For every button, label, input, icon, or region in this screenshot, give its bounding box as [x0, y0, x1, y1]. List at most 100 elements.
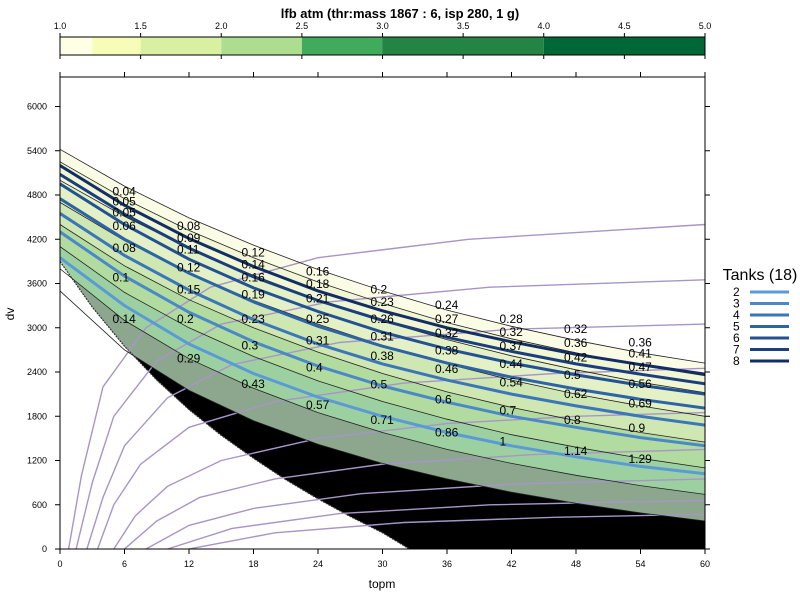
contour-value-label: 0.56 — [629, 377, 653, 391]
guide-curve — [124, 448, 705, 549]
colorkey-swatch — [543, 37, 705, 55]
contour-value-label: 0.47 — [629, 360, 653, 374]
y-tick-label: 4200 — [27, 234, 47, 244]
contour-value-label: 0.1 — [113, 271, 130, 285]
x-tick-label: 0 — [57, 559, 62, 569]
contour-band — [60, 268, 705, 521]
contour-value-label: 0.05 — [113, 195, 137, 209]
legend-title: Tanks (18) — [723, 267, 798, 284]
colorkey-tick-label: 5.0 — [699, 21, 712, 31]
y-tick-label: 6000 — [27, 102, 47, 112]
contour-value-label: 1 — [500, 434, 507, 448]
contour-value-label: 0.36 — [629, 336, 653, 350]
contour-value-label: 0.29 — [177, 352, 201, 366]
contour-value-label: 0.12 — [242, 246, 266, 260]
contour-value-label: 0.14 — [113, 312, 137, 326]
contour-band — [60, 202, 705, 443]
colorkey-swatch — [301, 37, 383, 55]
x-axis-label: topm — [369, 577, 396, 591]
series-line-7 — [60, 173, 705, 386]
contour-value-label: 0.36 — [564, 336, 588, 350]
contour-value-label: 0.41 — [629, 347, 653, 361]
guide-curve — [113, 411, 705, 549]
contour-value-label: 0.05 — [113, 206, 137, 220]
legend-entry-label: 3 — [733, 297, 740, 311]
colorkey-tick-label: 4.5 — [618, 21, 631, 31]
contour-value-label: 0.86 — [435, 425, 459, 439]
contour-value-label: 0.23 — [371, 295, 395, 309]
x-tick-label: 54 — [635, 559, 645, 569]
contour-value-label: 0.8 — [564, 413, 581, 427]
series-line-3 — [60, 230, 705, 448]
series-line-2 — [60, 256, 705, 476]
contour-value-label: 0.26 — [371, 312, 395, 326]
plot-area: 0.040.050.050.060.080.10.140.080.090.110… — [60, 77, 705, 549]
contour-value-label: 0.14 — [242, 257, 266, 271]
legend-entry-label: 6 — [733, 331, 740, 345]
contour-value-label: 0.15 — [177, 282, 201, 296]
x-tick-label: 30 — [377, 559, 387, 569]
contour-value-label: 0.9 — [629, 421, 646, 435]
contour-value-label: 1.29 — [629, 452, 653, 466]
colorkey-swatch — [221, 37, 302, 55]
colorkey-swatch — [92, 37, 141, 55]
x-axis: 0 6 12 18 24 30 36 42 48 54 60 — [57, 72, 710, 569]
colorkey-swatch — [140, 37, 222, 55]
y-tick-label: 0 — [42, 544, 47, 554]
contour-band — [60, 180, 705, 417]
contour-value-label: 0.08 — [177, 219, 201, 233]
contour-value-label: 0.09 — [177, 231, 201, 245]
contour-value-label: 1.14 — [564, 444, 588, 458]
contour-value-label: 0.69 — [629, 397, 653, 411]
x-tick-label: 24 — [313, 559, 323, 569]
contour-value-label: 0.44 — [500, 357, 524, 371]
contour-value-label: 0.11 — [177, 243, 200, 257]
colorkey-tick-label: 1.0 — [54, 21, 67, 31]
contour-value-label: 0.28 — [500, 312, 524, 326]
contour-value-label: 0.31 — [306, 333, 330, 347]
contour-value-label: 0.18 — [306, 277, 330, 291]
x-tick-label: 12 — [184, 559, 194, 569]
tank-series-lines — [60, 164, 705, 476]
contour-line — [60, 148, 705, 364]
contour-value-label: 0.16 — [306, 265, 330, 279]
guide-curve — [167, 499, 705, 549]
x-tick-label: 42 — [506, 559, 516, 569]
x-tick-label: 6 — [122, 559, 127, 569]
contour-line — [60, 290, 705, 522]
x-tick-label: 36 — [442, 559, 452, 569]
guide-curve — [188, 513, 705, 549]
contour-value-label: 0.62 — [564, 387, 588, 401]
x-tick-label: 60 — [700, 559, 710, 569]
y-tick-label: 600 — [32, 500, 47, 510]
contour-value-label: 0.38 — [371, 349, 395, 363]
contour-line — [60, 268, 705, 495]
contour-value-label: 0.31 — [371, 330, 395, 344]
contour-value-label: 0.3 — [242, 338, 259, 352]
contour-value-label: 0.08 — [113, 241, 137, 255]
colorkey-tick-label: 2.0 — [215, 21, 228, 31]
contour-value-label: 0.4 — [306, 361, 323, 375]
series-line-4 — [60, 212, 705, 427]
contour-value-label: 0.21 — [306, 291, 330, 305]
legend-entry-label: 7 — [733, 343, 740, 357]
contour-value-label: 0.24 — [435, 298, 459, 312]
series-line-5 — [60, 197, 705, 410]
contour-value-label: 0.23 — [242, 312, 266, 326]
colorkey-tick-label: 4.0 — [537, 21, 550, 31]
contour-value-labels: 0.040.050.050.060.080.10.140.080.090.110… — [113, 184, 653, 466]
colorkey-swatch — [60, 37, 93, 55]
infeasible-region — [60, 261, 410, 549]
contour-line — [60, 224, 705, 443]
contour-value-label: 0.06 — [113, 219, 137, 233]
y-tick-label: 1200 — [27, 456, 47, 466]
contour-value-label: 0.16 — [242, 271, 266, 285]
feasibility-boundary — [60, 261, 410, 549]
colorkey-tick-label: 1.5 — [134, 21, 147, 31]
y-axis-label: dv — [3, 308, 17, 321]
colorkey-tick-label: 2.5 — [296, 21, 309, 31]
series-line-6 — [60, 182, 705, 396]
contour-band — [60, 246, 705, 495]
